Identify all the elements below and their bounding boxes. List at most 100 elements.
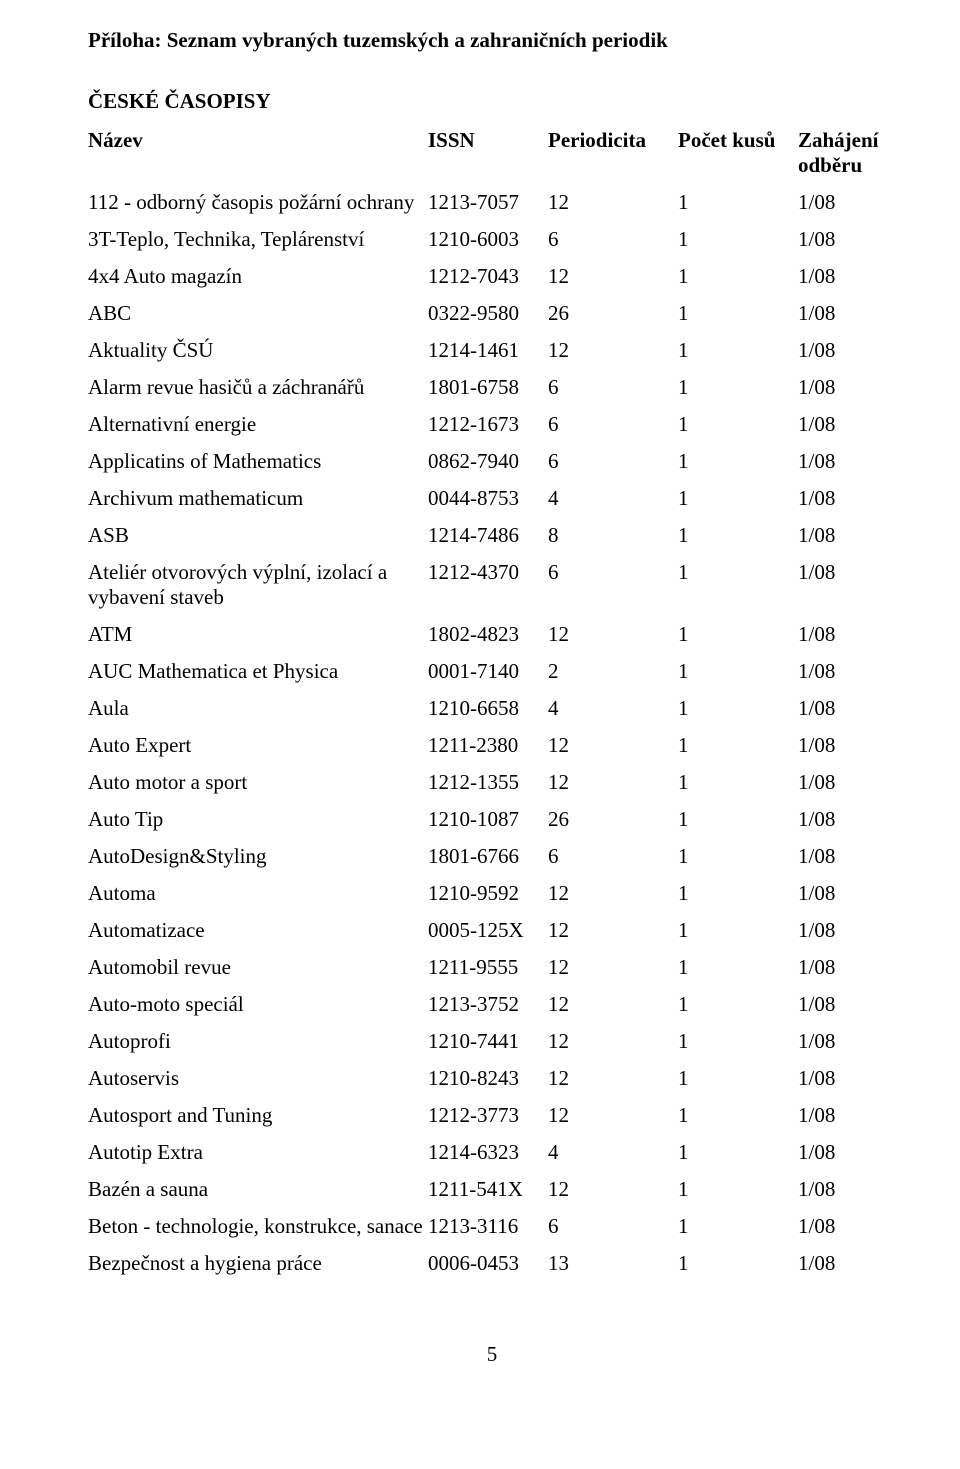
table-cell: 12	[548, 1171, 678, 1208]
table-cell: 1	[678, 184, 798, 221]
table-cell: 1/08	[798, 986, 896, 1023]
table-cell: 1/08	[798, 1060, 896, 1097]
table-row: 112 - odborný časopis požární ochrany121…	[88, 184, 896, 221]
periodicals-table: Název ISSN Periodicita Počet kusů Zaháje…	[88, 122, 896, 1282]
table-cell: 1/08	[798, 838, 896, 875]
table-cell: 1	[678, 480, 798, 517]
table-cell: 1/08	[798, 1245, 896, 1282]
table-cell: 1801-6766	[428, 838, 548, 875]
table-cell: 1213-3752	[428, 986, 548, 1023]
page-title: Příloha: Seznam vybraných tuzemských a z…	[88, 28, 896, 53]
table-cell: 1/08	[798, 258, 896, 295]
table-cell: 1212-1355	[428, 764, 548, 801]
table-cell: 1/08	[798, 1171, 896, 1208]
table-cell: 1/08	[798, 1208, 896, 1245]
table-row: Auto motor a sport1212-13551211/08	[88, 764, 896, 801]
table-cell: 1	[678, 690, 798, 727]
table-cell: 1212-3773	[428, 1097, 548, 1134]
table-cell: 0322-9580	[428, 295, 548, 332]
table-cell: 6	[548, 406, 678, 443]
table-cell: 1802-4823	[428, 616, 548, 653]
table-cell: 1	[678, 443, 798, 480]
table-cell: AUC Mathematica et Physica	[88, 653, 428, 690]
table-cell: 6	[548, 554, 678, 616]
table-cell: 26	[548, 801, 678, 838]
table-body: 112 - odborný časopis požární ochrany121…	[88, 184, 896, 1282]
table-cell: 1210-1087	[428, 801, 548, 838]
table-row: Applicatins of Mathematics0862-7940611/0…	[88, 443, 896, 480]
table-cell: 1212-7043	[428, 258, 548, 295]
table-cell: 1	[678, 554, 798, 616]
table-cell: Auto-moto speciál	[88, 986, 428, 1023]
table-cell: 1/08	[798, 221, 896, 258]
table-cell: 1/08	[798, 184, 896, 221]
table-cell: 1/08	[798, 443, 896, 480]
table-cell: 1/08	[798, 295, 896, 332]
table-cell: 12	[548, 332, 678, 369]
col-periodicita: Periodicita	[548, 122, 678, 184]
table-cell: 6	[548, 838, 678, 875]
table-cell: Alarm revue hasičů a záchranářů	[88, 369, 428, 406]
table-row: Autoprofi1210-74411211/08	[88, 1023, 896, 1060]
table-cell: 1	[678, 764, 798, 801]
table-cell: 12	[548, 986, 678, 1023]
table-row: Automa1210-95921211/08	[88, 875, 896, 912]
table-cell: 1/08	[798, 801, 896, 838]
table-cell: 26	[548, 295, 678, 332]
table-cell: 1	[678, 406, 798, 443]
table-cell: 1	[678, 875, 798, 912]
table-cell: 1	[678, 912, 798, 949]
table-cell: 12	[548, 184, 678, 221]
table-cell: Auto motor a sport	[88, 764, 428, 801]
table-cell: 1/08	[798, 1097, 896, 1134]
table-cell: 12	[548, 727, 678, 764]
table-row: 3T-Teplo, Technika, Teplárenství1210-600…	[88, 221, 896, 258]
table-cell: 1213-3116	[428, 1208, 548, 1245]
table-cell: 1	[678, 258, 798, 295]
table-cell: 1211-9555	[428, 949, 548, 986]
table-cell: 6	[548, 369, 678, 406]
table-cell: 12	[548, 1023, 678, 1060]
table-cell: 6	[548, 221, 678, 258]
table-row: Aula1210-6658411/08	[88, 690, 896, 727]
table-row: Bezpečnost a hygiena práce0006-04531311/…	[88, 1245, 896, 1282]
table-cell: 1212-4370	[428, 554, 548, 616]
table-cell: 3T-Teplo, Technika, Teplárenství	[88, 221, 428, 258]
table-row: Autoservis1210-82431211/08	[88, 1060, 896, 1097]
table-cell: 1	[678, 369, 798, 406]
table-cell: 1213-7057	[428, 184, 548, 221]
table-row: Ateliér otvorových výplní, izolací a vyb…	[88, 554, 896, 616]
table-row: Aktuality ČSÚ1214-14611211/08	[88, 332, 896, 369]
table-cell: Aula	[88, 690, 428, 727]
table-cell: 0862-7940	[428, 443, 548, 480]
table-cell: Bazén a sauna	[88, 1171, 428, 1208]
table-cell: 1/08	[798, 480, 896, 517]
table-row: 4x4 Auto magazín1212-70431211/08	[88, 258, 896, 295]
table-cell: 1/08	[798, 1134, 896, 1171]
table-cell: Autosport and Tuning	[88, 1097, 428, 1134]
table-cell: Auto Tip	[88, 801, 428, 838]
table-cell: 1210-9592	[428, 875, 548, 912]
table-cell: 1	[678, 1134, 798, 1171]
table-cell: 1/08	[798, 727, 896, 764]
table-cell: 1214-6323	[428, 1134, 548, 1171]
table-row: ABC0322-95802611/08	[88, 295, 896, 332]
table-cell: 1/08	[798, 406, 896, 443]
table-row: ASB1214-7486811/08	[88, 517, 896, 554]
table-cell: 8	[548, 517, 678, 554]
table-cell: Archivum mathematicum	[88, 480, 428, 517]
table-cell: 1210-6658	[428, 690, 548, 727]
table-row: Beton - technologie, konstrukce, sanace1…	[88, 1208, 896, 1245]
table-cell: 1	[678, 295, 798, 332]
table-cell: 12	[548, 258, 678, 295]
table-cell: 1/08	[798, 764, 896, 801]
table-row: Archivum mathematicum0044-8753411/08	[88, 480, 896, 517]
table-cell: 6	[548, 1208, 678, 1245]
table-cell: Automa	[88, 875, 428, 912]
table-cell: Applicatins of Mathematics	[88, 443, 428, 480]
table-row: ATM1802-48231211/08	[88, 616, 896, 653]
table-cell: 1	[678, 332, 798, 369]
table-cell: 0006-0453	[428, 1245, 548, 1282]
table-cell: 1/08	[798, 875, 896, 912]
table-cell: 1/08	[798, 332, 896, 369]
